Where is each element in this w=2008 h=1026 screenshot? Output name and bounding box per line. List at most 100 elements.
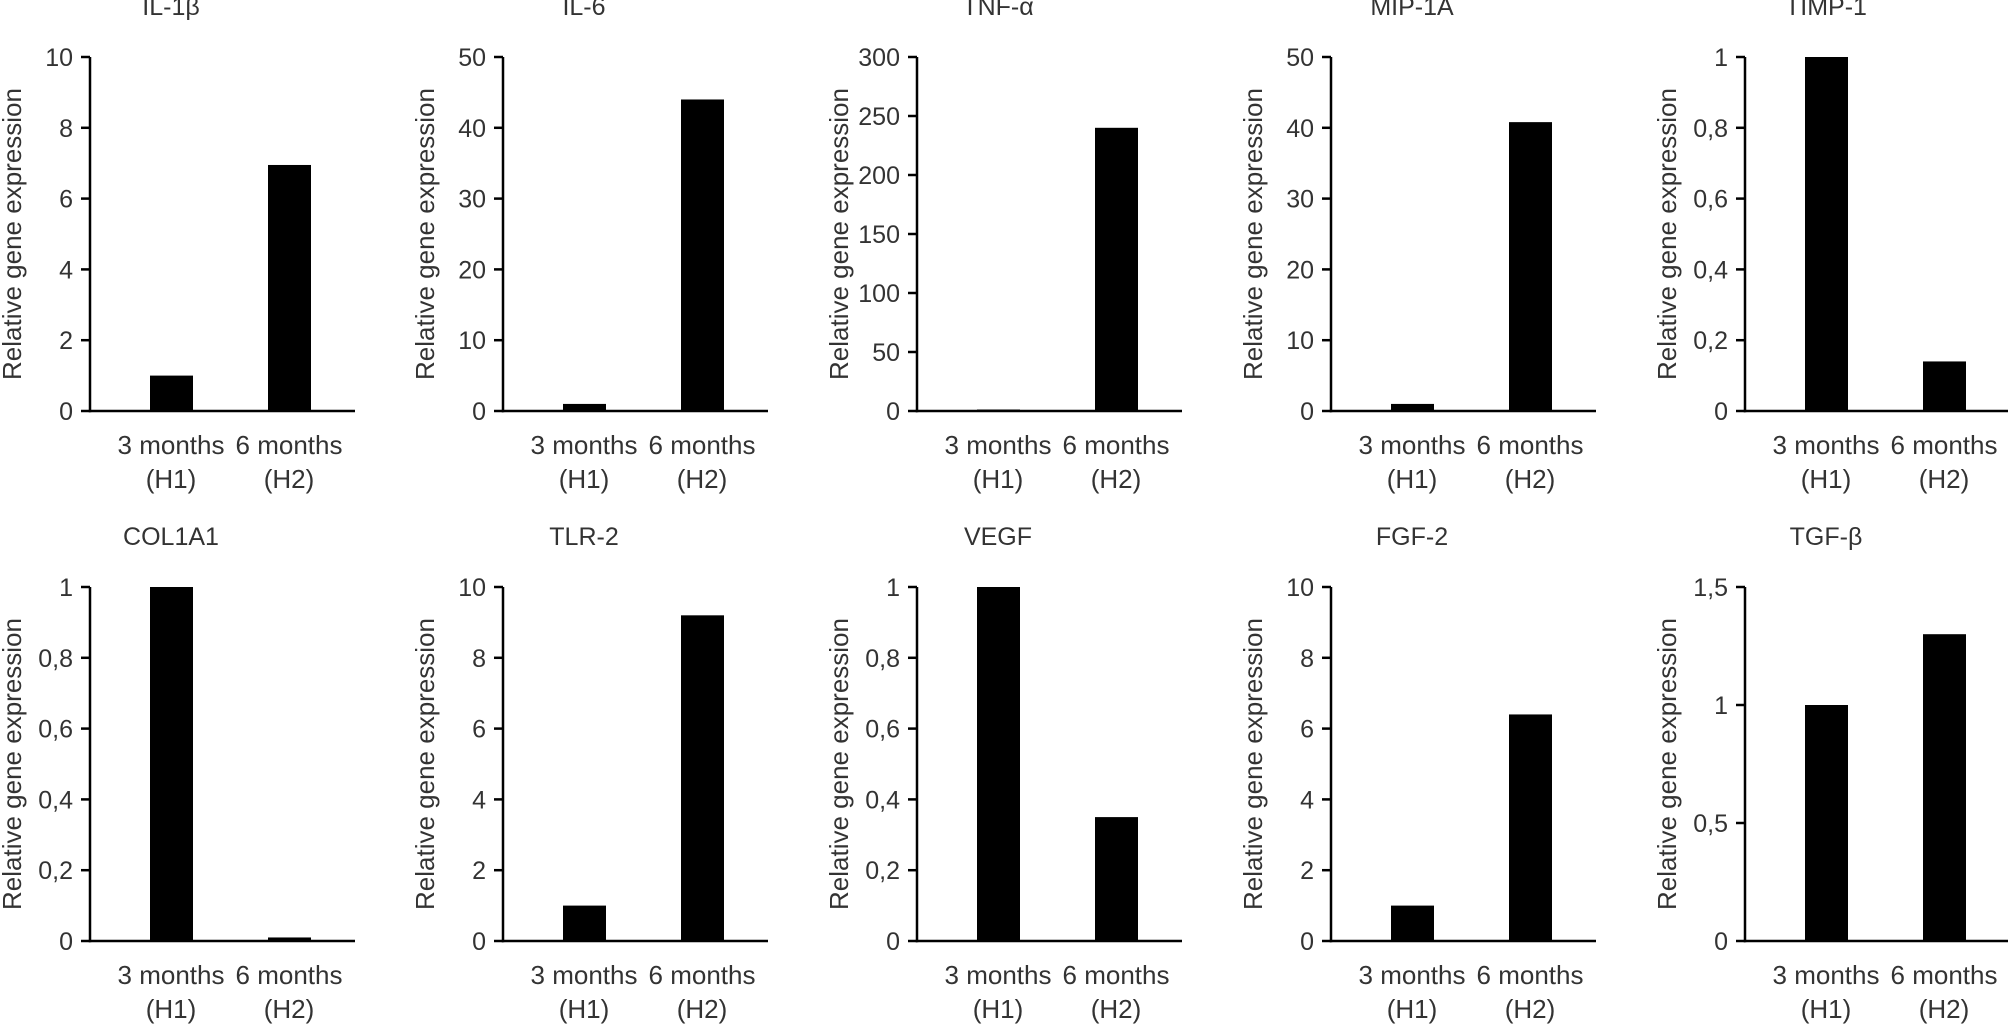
y-tick-label: 0: [472, 928, 486, 956]
x-tick-label: 6 months: [649, 960, 756, 990]
x-tick-label: 3 months: [1359, 960, 1466, 990]
x-tick-label: 3 months: [118, 430, 225, 460]
y-tick-label: 0,5: [1693, 810, 1728, 838]
y-tick-label: 6: [59, 186, 73, 214]
y-tick-label: 6: [472, 716, 486, 744]
bar: [563, 905, 606, 941]
x-tick-label: (H1): [1387, 994, 1438, 1024]
y-tick-label: 0: [886, 928, 900, 956]
x-tick-label: 6 months: [1891, 960, 1998, 990]
y-tick-label: 8: [59, 115, 73, 143]
x-tick-label: (H2): [677, 994, 728, 1024]
bar: [681, 99, 724, 411]
y-tick-label: 0,8: [38, 645, 73, 673]
bar: [977, 587, 1020, 941]
bar: [150, 587, 193, 941]
x-tick-label: (H2): [264, 994, 315, 1024]
x-tick-label: 3 months: [945, 960, 1052, 990]
y-tick-label: 10: [1286, 574, 1314, 602]
chart-panel: IL-6 Relative gene expression 0 10 20 30 40 50 3…: [410, 0, 768, 494]
y-tick-label: 0,6: [1693, 186, 1728, 214]
y-axis-label: Relative gene expression: [1238, 618, 1268, 910]
chart-panel: TLR-2 Relative gene expression 0 2 4 6 8 10 3 mo…: [410, 523, 768, 1024]
y-tick-label: 0: [886, 398, 900, 426]
y-tick-label: 0: [472, 398, 486, 426]
chart-title: VEGF: [964, 523, 1032, 551]
y-tick-label: 0,4: [1693, 256, 1728, 284]
x-tick-label: (H2): [677, 464, 728, 494]
y-tick-label: 1: [886, 574, 900, 602]
y-tick-label: 250: [858, 103, 900, 131]
y-axis-label: Relative gene expression: [410, 88, 440, 380]
bar: [1095, 817, 1138, 941]
y-tick-label: 50: [458, 44, 486, 72]
bar: [1509, 122, 1552, 412]
x-tick-label: (H1): [1801, 464, 1852, 494]
y-tick-label: 0,6: [865, 716, 900, 744]
x-tick-label: (H1): [1387, 464, 1438, 494]
y-tick-label: 1: [1714, 44, 1728, 72]
y-tick-label: 20: [1286, 256, 1314, 284]
y-tick-label: 0,6: [38, 716, 73, 744]
chart-title: TLR-2: [549, 523, 618, 551]
y-tick-label: 2: [59, 327, 73, 355]
y-axis-label: Relative gene expression: [1238, 88, 1268, 380]
y-tick-label: 100: [858, 280, 900, 308]
y-tick-label: 0: [1714, 398, 1728, 426]
y-tick-label: 0,2: [1693, 327, 1728, 355]
y-tick-label: 4: [472, 786, 486, 814]
y-tick-label: 1: [59, 574, 73, 602]
x-tick-label: 3 months: [118, 960, 225, 990]
x-tick-label: 3 months: [531, 430, 638, 460]
bar: [268, 937, 311, 941]
chart-title: FGF-2: [1376, 523, 1448, 551]
x-tick-label: 6 months: [1477, 960, 1584, 990]
chart-panel: IL-1β Relative gene expression 0 2 4 6 8 10 3 mo…: [0, 0, 355, 494]
bar: [681, 615, 724, 941]
x-tick-label: 3 months: [945, 430, 1052, 460]
y-tick-label: 0,4: [865, 786, 900, 814]
y-axis-label: Relative gene expression: [824, 88, 854, 380]
chart-panel: MIP-1A Relative gene expression 0 10 20 30 40 5…: [1238, 0, 1596, 494]
y-tick-label: 0: [59, 928, 73, 956]
y-tick-label: 0,2: [865, 857, 900, 885]
bar: [1391, 905, 1434, 941]
y-tick-label: 2: [1300, 857, 1314, 885]
x-tick-label: 3 months: [1359, 430, 1466, 460]
y-tick-label: 30: [458, 186, 486, 214]
x-tick-label: (H1): [559, 464, 610, 494]
chart-panel: TIMP-1 Relative gene expression 0 0,2 0,4 0,6…: [1652, 0, 2008, 494]
bar: [268, 164, 311, 411]
x-tick-label: (H2): [1919, 464, 1970, 494]
x-tick-label: 6 months: [1477, 430, 1584, 460]
y-tick-label: 20: [458, 256, 486, 284]
y-tick-label: 0: [1300, 928, 1314, 956]
bar: [1805, 57, 1848, 411]
x-tick-label: (H1): [973, 994, 1024, 1024]
bar: [1923, 634, 1966, 941]
chart-title: IL-6: [562, 0, 605, 21]
y-tick-label: 0,8: [865, 645, 900, 673]
y-tick-label: 0: [1714, 928, 1728, 956]
x-tick-label: (H2): [1505, 994, 1556, 1024]
y-tick-label: 10: [458, 327, 486, 355]
y-tick-label: 300: [858, 44, 900, 72]
chart-panel: COL1A1 Relative gene expression 0 0,2 0,4 0,6…: [0, 523, 355, 1024]
chart-panel: TNF-α Relative gene expression 0 50 100 150 20…: [824, 0, 1182, 494]
chart-title: IL-1β: [142, 0, 199, 21]
chart-title: COL1A1: [123, 523, 219, 551]
bar: [1391, 403, 1434, 411]
x-tick-label: (H2): [264, 464, 315, 494]
y-tick-label: 50: [872, 339, 900, 367]
y-tick-label: 0,2: [38, 857, 73, 885]
chart-title: TNF-α: [962, 0, 1033, 21]
bar: [1095, 127, 1138, 412]
chart-title: TIMP-1: [1785, 0, 1867, 21]
x-tick-label: 6 months: [1063, 430, 1170, 460]
x-tick-label: (H1): [559, 994, 610, 1024]
x-tick-label: 3 months: [1773, 430, 1880, 460]
x-tick-label: (H1): [146, 994, 197, 1024]
y-tick-label: 1: [1714, 692, 1728, 720]
y-tick-label: 4: [59, 256, 73, 284]
